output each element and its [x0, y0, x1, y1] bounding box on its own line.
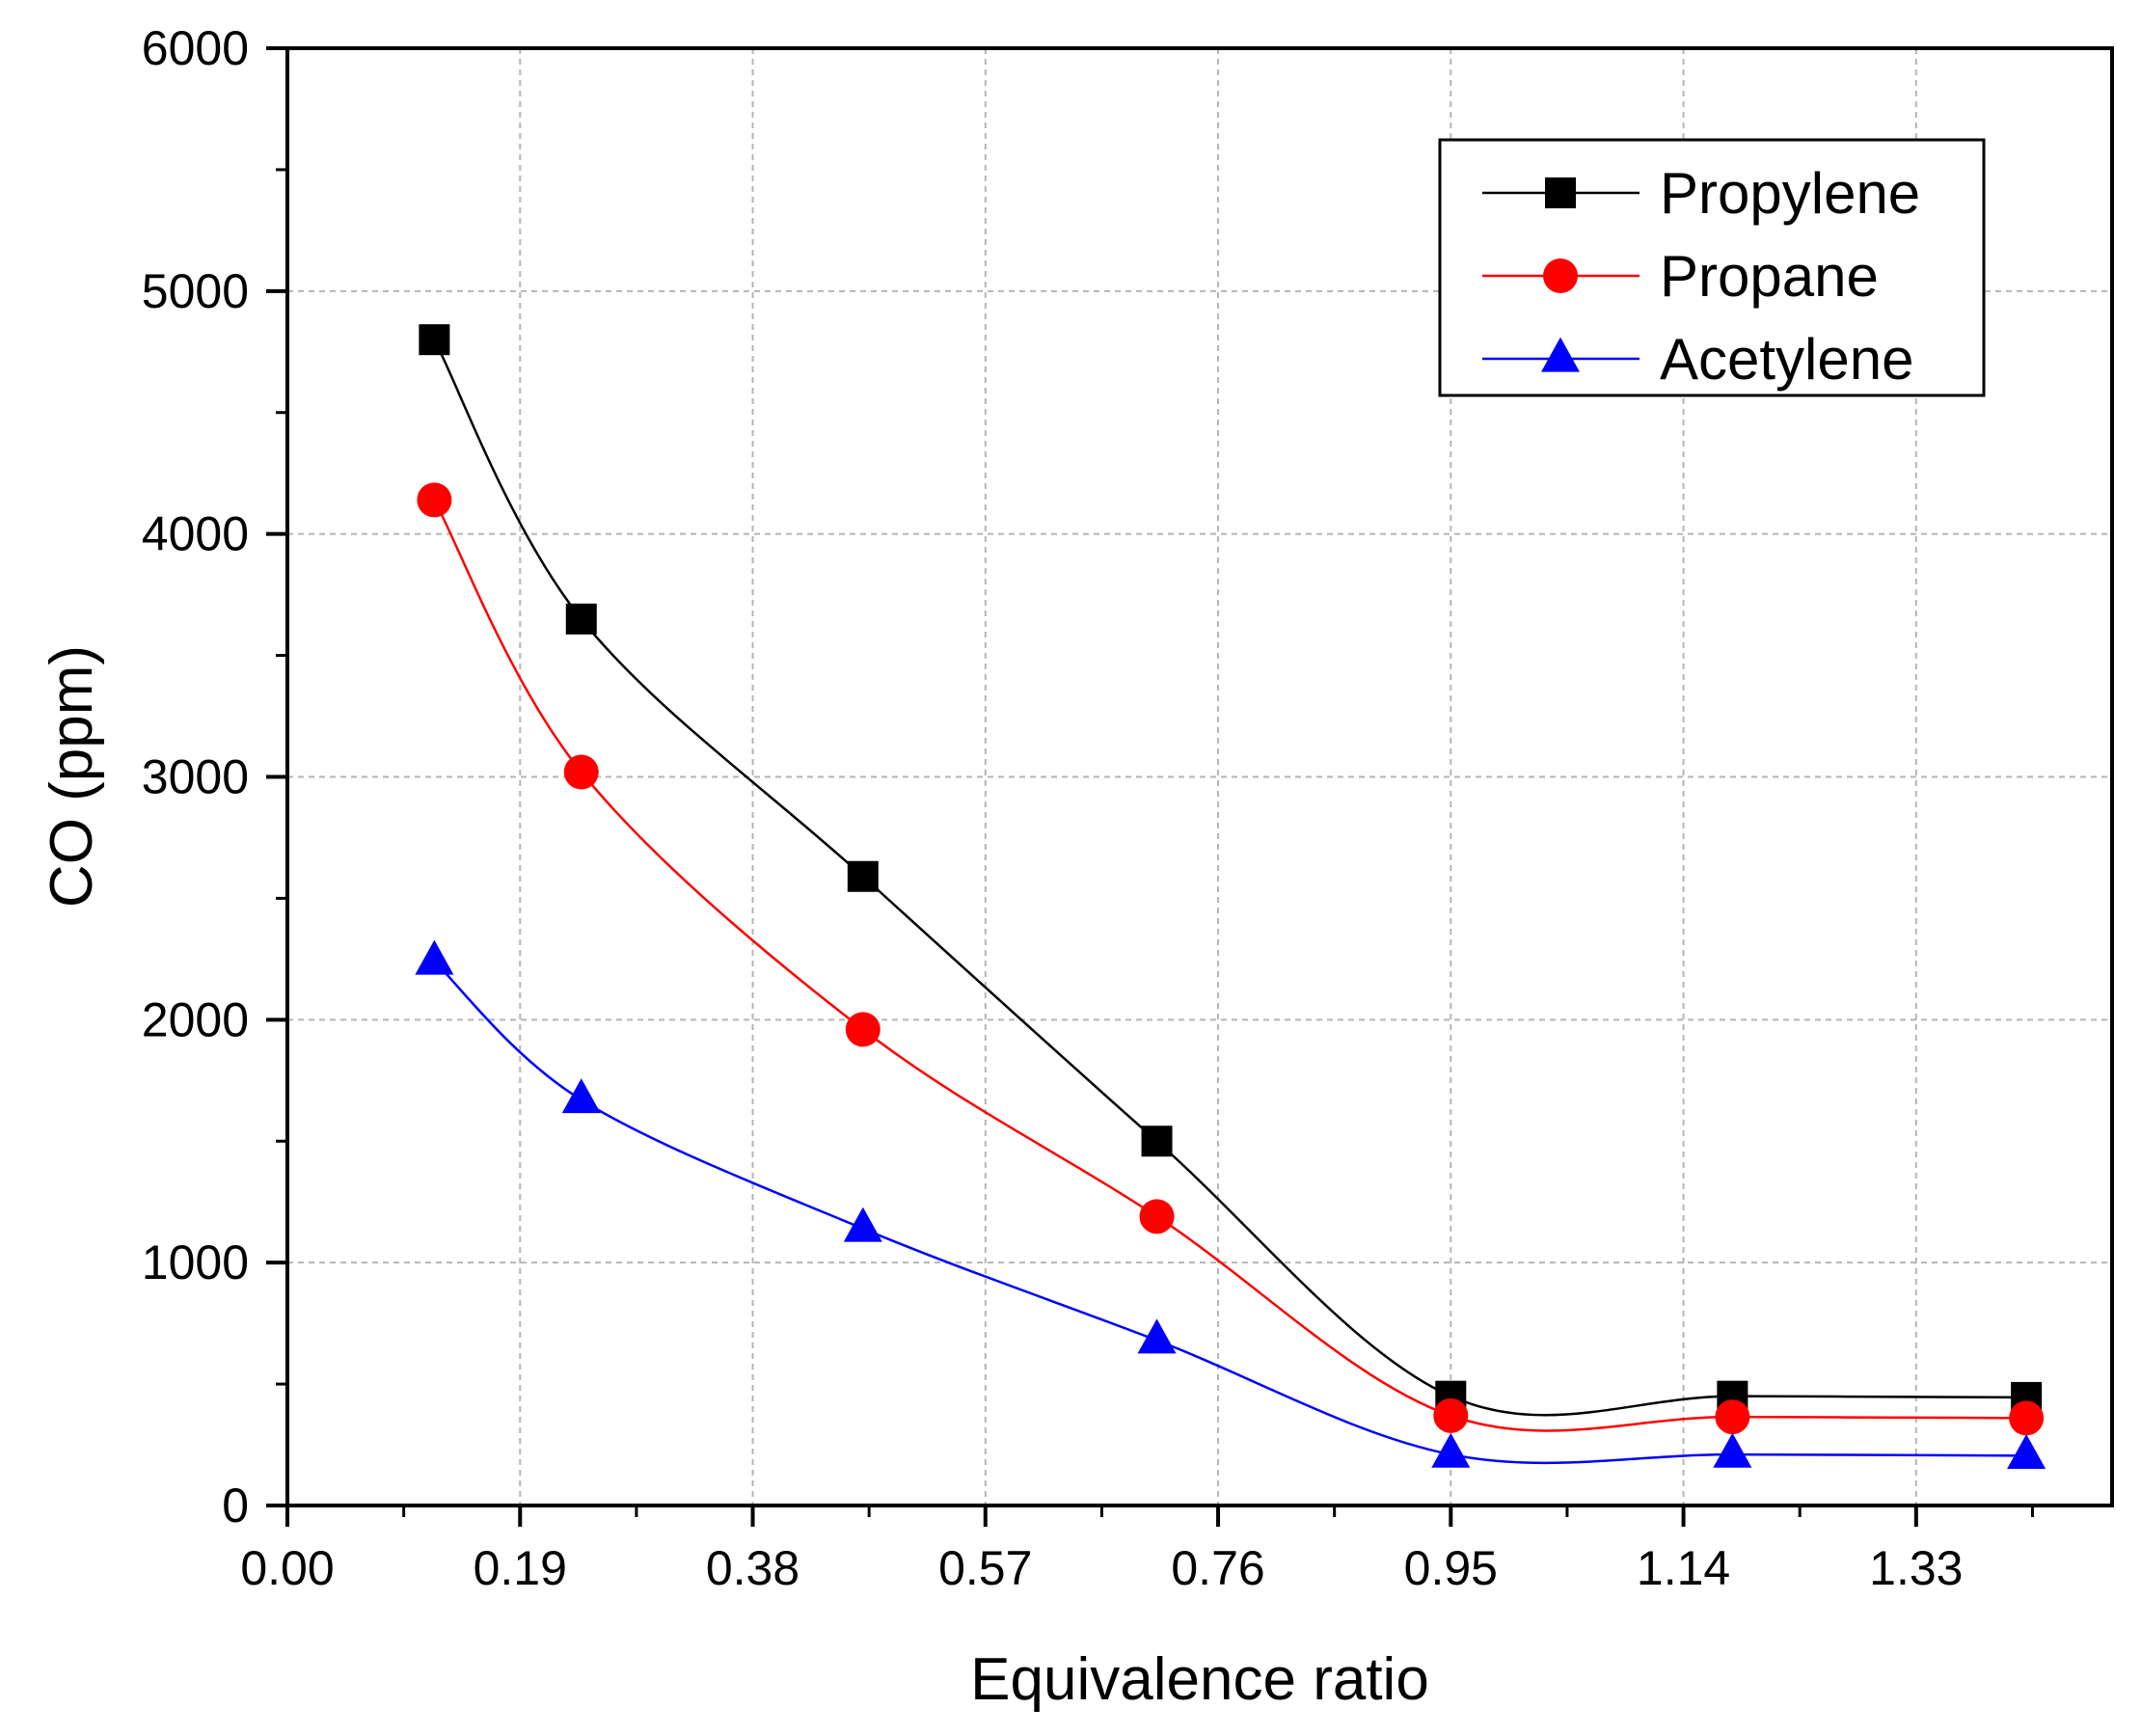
legend-label-propane: Propane — [1660, 244, 1879, 309]
data-point-acetylene — [415, 939, 454, 975]
y-axis-title: CO (ppm) — [39, 645, 105, 908]
x-tick-label: 0.19 — [474, 1541, 567, 1595]
x-tick-label: 0.38 — [706, 1541, 799, 1595]
legend-label-propylene: Propylene — [1660, 161, 1920, 226]
data-point-propane — [1139, 1199, 1175, 1234]
x-tick-label: 1.33 — [1869, 1541, 1963, 1595]
y-tick-label: 4000 — [142, 507, 249, 561]
legend-items: Propylene Propane Acetylene — [1482, 161, 1920, 392]
legend-item-propylene: Propylene — [1482, 161, 1920, 226]
x-tick-label: 0.95 — [1404, 1541, 1498, 1595]
data-point-acetylene — [843, 1207, 882, 1242]
data-series — [415, 324, 2046, 1470]
axis-ticks: 0.00 0.19 0.38 0.57 0.76 0.95 1.14 1.33 0 1000 200… — [142, 21, 2034, 1595]
data-point-propane — [1433, 1397, 1469, 1433]
y-tick-label: 6000 — [142, 21, 249, 75]
series-acetylene — [415, 939, 2046, 1470]
data-point-propane — [1715, 1399, 1750, 1435]
series-line-propylene — [433, 339, 2027, 1417]
data-point-acetylene — [1713, 1432, 1752, 1468]
series-propane — [417, 482, 2045, 1436]
data-point-propylene — [419, 324, 450, 356]
x-tick-label: 0.00 — [240, 1541, 334, 1595]
y-tick-label: 3000 — [142, 750, 249, 804]
y-tick-label: 0 — [222, 1478, 249, 1533]
legend-marker-propylene — [1545, 177, 1576, 208]
x-tick-label: 1.14 — [1637, 1541, 1730, 1595]
data-point-acetylene — [2007, 1434, 2046, 1470]
data-point-acetylene — [561, 1078, 601, 1114]
x-axis-title: Equivalence ratio — [970, 1646, 1429, 1713]
y-tick-label: 2000 — [142, 992, 249, 1046]
data-point-propylene — [1141, 1126, 1173, 1157]
x-tick-label: 0.57 — [938, 1541, 1032, 1595]
data-point-propylene — [847, 860, 879, 892]
legend-marker-acetylene — [1541, 337, 1580, 372]
legend-label-acetylene: Acetylene — [1660, 327, 1914, 392]
data-point-propylene — [565, 603, 597, 635]
data-point-propane — [417, 482, 452, 518]
legend-marker-propane — [1543, 258, 1578, 293]
legend: Propylene Propane Acetylene — [1438, 138, 1986, 397]
series-propylene — [419, 324, 2043, 1417]
data-point-propane — [2009, 1400, 2045, 1436]
y-tick-label: 1000 — [142, 1235, 249, 1289]
legend-item-acetylene: Acetylene — [1482, 327, 1914, 392]
data-point-acetylene — [1137, 1318, 1177, 1354]
y-tick-label: 5000 — [142, 264, 249, 318]
data-point-propane — [845, 1012, 881, 1047]
legend-item-propane: Propane — [1482, 244, 1879, 309]
series-line-propane — [433, 499, 2027, 1432]
data-point-propane — [563, 754, 599, 790]
legend-box — [1438, 138, 1986, 397]
x-tick-label: 0.76 — [1171, 1541, 1264, 1595]
data-point-acetylene — [1431, 1432, 1471, 1468]
